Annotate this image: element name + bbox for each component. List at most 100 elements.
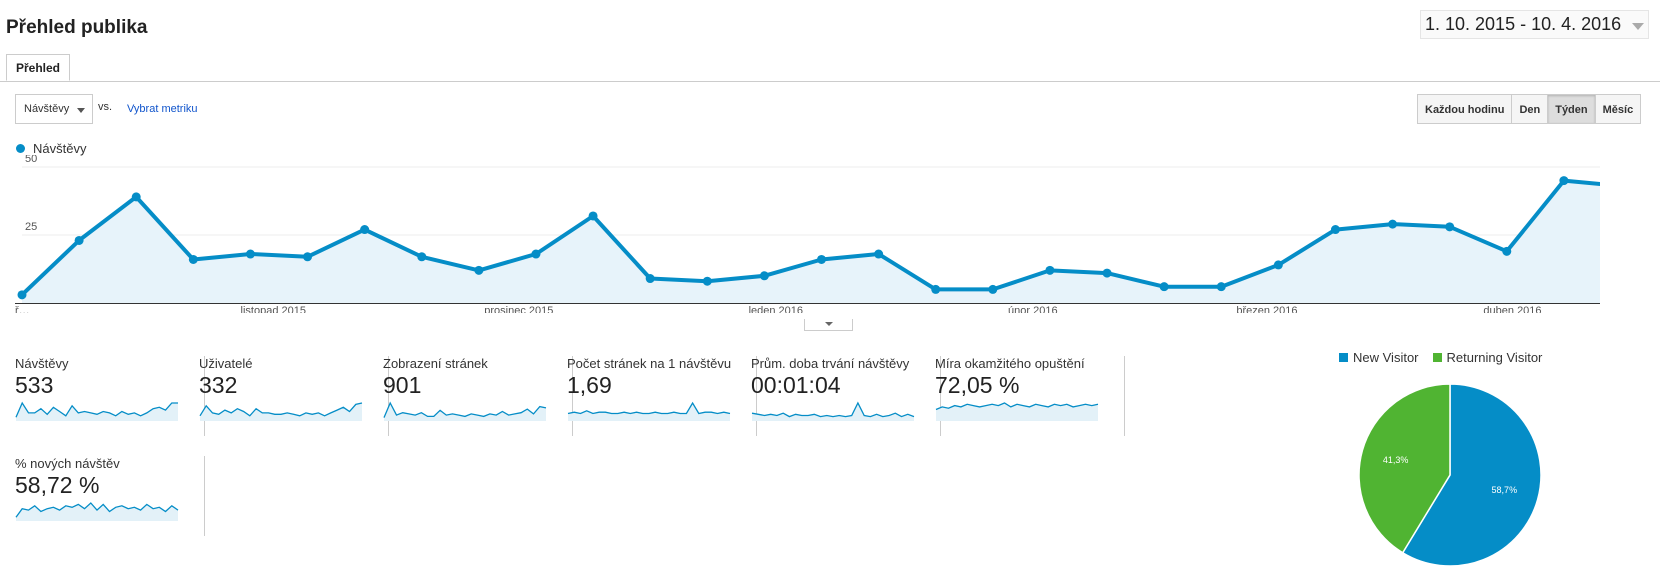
sparkline-area bbox=[752, 403, 914, 421]
sparkline-line bbox=[199, 402, 363, 417]
pie-slice-label: 41,3% bbox=[1383, 455, 1409, 465]
stat-sparkline bbox=[383, 401, 547, 421]
data-point[interactable] bbox=[74, 235, 84, 245]
stat-label: Zobrazení stránek bbox=[383, 356, 488, 371]
x-tick-label: prosinec 2015 bbox=[484, 305, 553, 313]
stat-tile[interactable]: Návštěvy 533 bbox=[15, 356, 205, 436]
data-point[interactable] bbox=[1502, 246, 1512, 256]
stat-tile[interactable]: Prům. doba trvání návštěvy 00:01:04 bbox=[751, 356, 941, 436]
stat-sparkline bbox=[935, 402, 1099, 421]
data-point[interactable] bbox=[1330, 225, 1340, 235]
series-area bbox=[22, 180, 1600, 303]
data-point[interactable] bbox=[1102, 268, 1112, 278]
sparkline-area bbox=[384, 403, 546, 421]
stat-value: 533 bbox=[15, 372, 54, 398]
stat-tile[interactable]: Míra okamžitého opuštění 72,05 % bbox=[935, 356, 1125, 436]
tab-overview[interactable]: Přehled bbox=[6, 54, 71, 81]
stat-label: Míra okamžitého opuštění bbox=[935, 356, 1085, 371]
sparkline-line bbox=[935, 402, 1099, 411]
data-point[interactable] bbox=[588, 211, 598, 221]
x-tick-label: únor 2016 bbox=[1008, 305, 1058, 313]
legend-label: Návštěvy bbox=[33, 141, 87, 156]
data-point[interactable] bbox=[1045, 265, 1055, 275]
stat-tile[interactable]: Uživatelé 332 bbox=[199, 356, 389, 436]
x-tick-label: březen 2016 bbox=[1236, 305, 1297, 313]
data-point[interactable] bbox=[817, 254, 826, 264]
y-tick-label: 25 bbox=[25, 221, 37, 233]
stat-value: 72,05 % bbox=[935, 372, 1020, 398]
stat-value: 901 bbox=[383, 372, 422, 398]
stat-sparkline bbox=[15, 502, 179, 521]
data-point[interactable] bbox=[1216, 282, 1226, 292]
x-tick-label: ř… bbox=[15, 305, 30, 313]
data-point[interactable] bbox=[245, 249, 255, 259]
series-dot-icon bbox=[16, 144, 25, 153]
y-tick-label: 50 bbox=[25, 155, 37, 165]
chevron-down-icon bbox=[1632, 23, 1644, 30]
data-point[interactable] bbox=[1273, 260, 1283, 270]
data-point[interactable] bbox=[1559, 176, 1569, 186]
sparkline-area bbox=[16, 403, 178, 421]
stat-value: 332 bbox=[199, 372, 238, 398]
data-point[interactable] bbox=[759, 271, 769, 281]
chart-legend: Návštěvy bbox=[16, 141, 86, 156]
visitor-type-pie-chart: 58,7% 41,3% bbox=[1358, 383, 1542, 567]
metric-select[interactable]: Návštěvy bbox=[15, 94, 93, 124]
stat-sparkline bbox=[15, 401, 178, 421]
granularity-day-button[interactable]: Den bbox=[1512, 94, 1549, 124]
data-point[interactable] bbox=[988, 284, 998, 294]
returning-visitor-swatch-icon bbox=[1432, 353, 1442, 362]
data-point[interactable] bbox=[874, 249, 884, 259]
stat-value: 58,72 % bbox=[15, 472, 100, 498]
data-point[interactable] bbox=[417, 252, 427, 262]
sparkline-area bbox=[16, 503, 178, 521]
data-point[interactable] bbox=[1388, 219, 1398, 229]
metric-select-value: Návštěvy bbox=[24, 103, 70, 115]
granularity-week-button[interactable]: Týden bbox=[1548, 94, 1596, 124]
pie-slice-label: 58,7% bbox=[1492, 485, 1518, 495]
stat-tile[interactable]: Zobrazení stránek 901 bbox=[383, 356, 573, 436]
stat-tile[interactable]: Počet stránek na 1 návštěvu 1,69 bbox=[567, 356, 757, 436]
tab-divider bbox=[0, 81, 1660, 82]
chevron-down-icon bbox=[825, 322, 833, 326]
new-visitor-swatch-icon bbox=[1339, 353, 1348, 362]
granularity-month-button[interactable]: Měsíc bbox=[1595, 94, 1642, 124]
data-point[interactable] bbox=[1445, 222, 1455, 232]
data-point[interactable] bbox=[188, 254, 198, 264]
stat-tile[interactable]: % nových návštěv 58,72 % bbox=[15, 456, 205, 536]
data-point[interactable] bbox=[1159, 282, 1169, 292]
x-tick-label: listopad 2015 bbox=[241, 305, 306, 313]
chart-collapse-toggle[interactable] bbox=[804, 319, 853, 331]
data-point[interactable] bbox=[702, 276, 712, 286]
sparkline-area bbox=[200, 403, 362, 421]
data-point[interactable] bbox=[303, 252, 313, 262]
x-tick-label: duben 2016 bbox=[1483, 305, 1541, 313]
sparkline-line bbox=[15, 502, 179, 518]
sparkline-line bbox=[567, 401, 731, 415]
sparkline-area bbox=[568, 403, 730, 421]
data-point[interactable] bbox=[360, 225, 370, 235]
data-point[interactable] bbox=[131, 192, 141, 202]
pie-slice[interactable] bbox=[1401, 383, 1542, 567]
stat-label: Uživatelé bbox=[199, 356, 253, 371]
sparkline-area bbox=[936, 403, 1098, 421]
data-point[interactable] bbox=[931, 284, 941, 294]
granularity-hourly-button[interactable]: Každou hodinu bbox=[1417, 94, 1513, 124]
stat-sparkline bbox=[567, 401, 731, 421]
date-range-picker[interactable]: 1. 10. 2015 - 10. 4. 2016 bbox=[1420, 10, 1649, 39]
stat-value: 00:01:04 bbox=[751, 372, 841, 398]
data-point[interactable] bbox=[17, 290, 27, 300]
stat-sparkline bbox=[199, 402, 363, 421]
granularity-switch: Každou hodinu Den Týden Měsíc bbox=[1417, 94, 1642, 124]
stat-value: 1,69 bbox=[567, 372, 612, 398]
data-point[interactable] bbox=[645, 274, 655, 284]
stat-label: % nových návštěv bbox=[15, 456, 120, 471]
sparkline-line bbox=[751, 401, 915, 418]
data-point[interactable] bbox=[474, 265, 484, 275]
pie-legend-new: New Visitor bbox=[1353, 350, 1419, 365]
stat-label: Počet stránek na 1 návštěvu bbox=[567, 356, 732, 371]
pick-metric-link[interactable]: Vybrat metriku bbox=[127, 103, 198, 115]
pie-slice[interactable] bbox=[1358, 383, 1451, 554]
chevron-down-icon bbox=[77, 108, 85, 113]
data-point[interactable] bbox=[531, 249, 541, 259]
